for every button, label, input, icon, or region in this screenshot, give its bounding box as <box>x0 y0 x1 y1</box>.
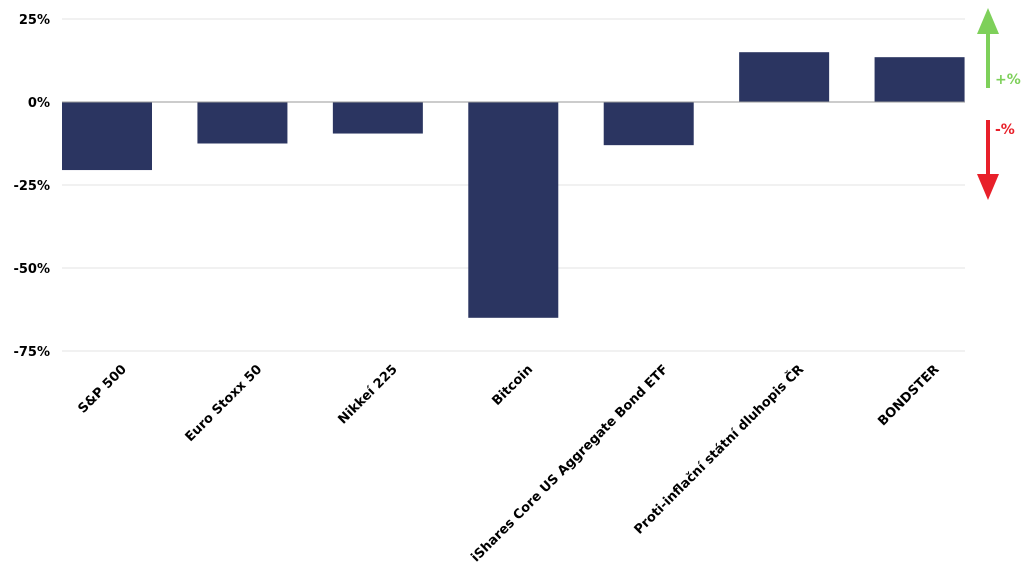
x-axis-labels: S&P 500 Euro Stoxx 50 Nikkeí 225 BitcoiniSh… <box>75 362 942 566</box>
y-tick-label: 25% <box>19 13 50 28</box>
bar <box>62 102 152 171</box>
y-tick-label: -50% <box>13 262 50 277</box>
bar <box>739 52 830 102</box>
y-axis-ticks: 25% 0% -25% -50% -75% <box>13 13 50 360</box>
up-arrow-icon <box>977 8 999 88</box>
direction-indicator: +% -% <box>977 8 1021 200</box>
x-category-label: S&P 500 <box>75 362 129 416</box>
bar <box>603 102 694 146</box>
y-tick-label: -25% <box>13 179 50 194</box>
bar <box>874 57 965 102</box>
x-category-label: Proti-inflační státní dluhopis ČR <box>631 362 807 538</box>
negative-change-label: -% <box>995 122 1015 138</box>
x-category-label: Bitcoin <box>489 362 536 409</box>
bar <box>197 102 288 144</box>
y-tick-label: 0% <box>28 96 50 111</box>
down-arrow-icon <box>977 120 999 200</box>
bars <box>62 52 965 318</box>
x-category-label: Nikkeí 225 <box>335 362 400 427</box>
x-category-label: Euro Stoxx 50 <box>183 362 266 445</box>
y-tick-label: -75% <box>13 345 50 360</box>
x-category-label: BONDSTER <box>875 362 942 429</box>
bar <box>468 102 559 318</box>
bar <box>332 102 423 134</box>
positive-change-label: +% <box>995 72 1021 88</box>
